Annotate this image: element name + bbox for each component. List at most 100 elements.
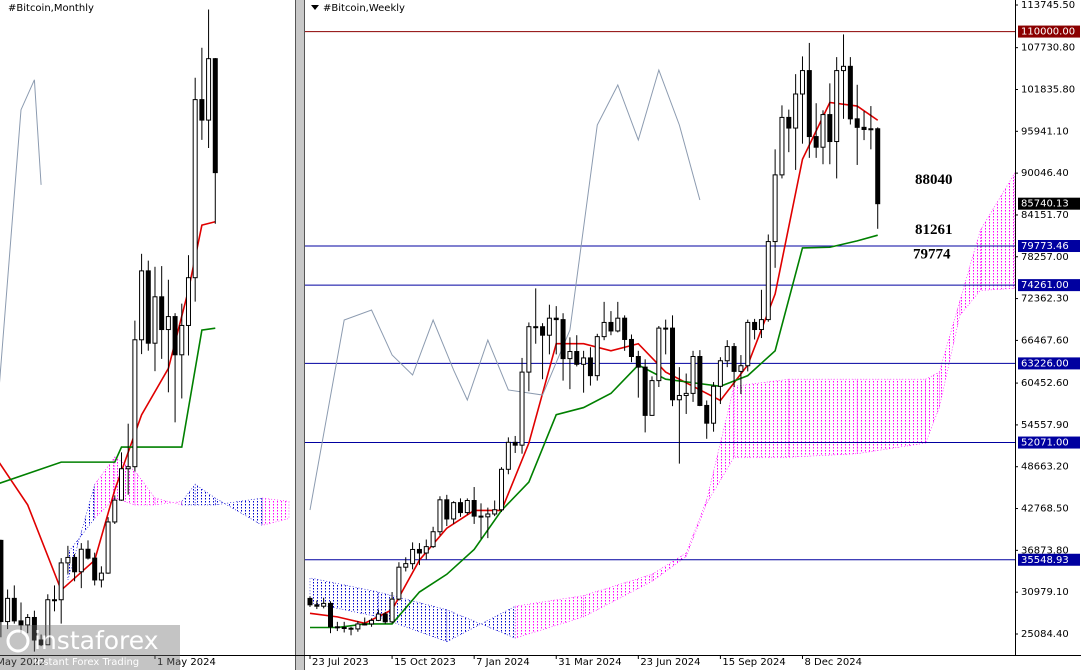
candle-body: [314, 604, 320, 607]
level-label: 35548.93: [1021, 555, 1069, 566]
candle-body: [139, 270, 145, 341]
candle-body: [772, 174, 778, 243]
watermark-backdrop: [0, 625, 180, 670]
title-arrow: [311, 5, 319, 10]
candle-body: [348, 627, 354, 630]
candle-body: [192, 99, 198, 279]
y-tick-label: 36873.80: [1021, 545, 1069, 556]
y-tick-label: 78257.00: [1021, 252, 1069, 263]
candle-body: [806, 70, 812, 138]
candle-body: [670, 327, 676, 401]
candle-body: [341, 627, 347, 630]
candle-body: [820, 114, 826, 148]
candle-body: [11, 597, 17, 622]
candle-body: [165, 316, 171, 331]
candle-body: [430, 531, 436, 548]
candle-body: [485, 513, 491, 518]
candle-body: [0, 539, 4, 623]
candle-body: [199, 99, 205, 121]
y-tick-label: 95941.10: [1021, 126, 1069, 137]
x-tick-label: 8 Dec 2024: [804, 657, 862, 668]
cloud-segment: [309, 577, 379, 618]
candle-body: [499, 468, 505, 511]
level-label: 74261.00: [1021, 280, 1069, 291]
candle-body: [92, 557, 98, 581]
level-label-box: [1018, 25, 1080, 38]
candle-body: [38, 639, 44, 646]
candle-body: [758, 319, 764, 331]
candle-body: [31, 616, 37, 641]
y-tick-label: 107730.80: [1021, 43, 1075, 54]
candle-body: [594, 336, 600, 377]
candle-body: [72, 556, 78, 573]
cloud-segment: [214, 497, 263, 526]
cloud-segment: [194, 483, 216, 506]
candle-body: [663, 327, 669, 330]
candle-body: [185, 277, 191, 326]
candle-body: [854, 118, 860, 128]
candle-body: [731, 346, 737, 372]
candle-body: [362, 623, 368, 626]
candle-body: [628, 338, 634, 357]
cloud-segment: [94, 456, 116, 520]
level-label: 110000.00: [1021, 27, 1075, 38]
cloud-segment: [980, 172, 1015, 291]
cloud-segment: [788, 378, 858, 458]
candle-body: [423, 546, 429, 554]
level-label: 52071.00: [1021, 438, 1069, 449]
candle-body: [65, 556, 71, 564]
candle-body: [738, 365, 744, 372]
current-price-box: [1018, 197, 1080, 210]
candle-body: [752, 321, 758, 331]
y-tick-label: 60452.60: [1021, 378, 1069, 389]
candle-body: [861, 126, 867, 130]
candle-body: [457, 502, 463, 514]
x-tick-label: 15 Oct 2023: [394, 657, 456, 668]
cloud-segment: [67, 484, 95, 581]
candle-body: [724, 346, 730, 362]
cloud-segment: [261, 497, 290, 526]
candle-body: [533, 326, 539, 329]
annotation: 79774: [913, 246, 951, 262]
y-tick-label: 54557.90: [1021, 420, 1069, 431]
candle-body: [615, 317, 621, 332]
candle-body: [118, 468, 124, 501]
candle-body: [690, 355, 696, 394]
x-tick-label: 1 May 2024: [157, 657, 216, 668]
candle-body: [868, 128, 874, 131]
y-tick-label: 42768.50: [1021, 504, 1069, 515]
candle-body: [560, 319, 566, 360]
watermark-tagline: Instant Forex Trading: [34, 657, 139, 668]
panel-title: #Bitcoin,Weekly: [323, 3, 405, 14]
candle-body: [389, 598, 395, 623]
candle-body: [328, 602, 334, 628]
candle-body: [132, 339, 138, 468]
candle-body: [745, 321, 751, 367]
x-tick-label: 7 Jan 2024: [476, 657, 530, 668]
y-tick-label: 30979.10: [1021, 587, 1069, 598]
candle-body: [813, 136, 819, 148]
panel-separator: [295, 0, 305, 670]
indicator-line: [0, 327, 216, 484]
candle-body: [601, 321, 607, 338]
y-tick-label: 25084.40: [1021, 629, 1069, 640]
indicator-line: [309, 234, 878, 629]
level-label: 79773.46: [1021, 241, 1069, 252]
candle-body: [444, 499, 450, 520]
candle-body: [355, 623, 361, 630]
candle-body: [25, 616, 31, 626]
level-label-box: [1018, 279, 1080, 292]
candle-body: [321, 602, 327, 607]
level-label-box: [1018, 553, 1080, 566]
candle-body: [875, 128, 881, 205]
candle-body: [478, 515, 484, 518]
candle-body: [574, 351, 580, 365]
candle-body: [471, 500, 477, 517]
candle-body: [105, 521, 111, 574]
watermark: instaforex Instant Forex Trading: [0, 625, 180, 670]
y-tick-label: 101835.80: [1021, 84, 1075, 95]
candle-body: [334, 626, 340, 629]
y-tick-label: 113745.50: [1021, 0, 1075, 11]
